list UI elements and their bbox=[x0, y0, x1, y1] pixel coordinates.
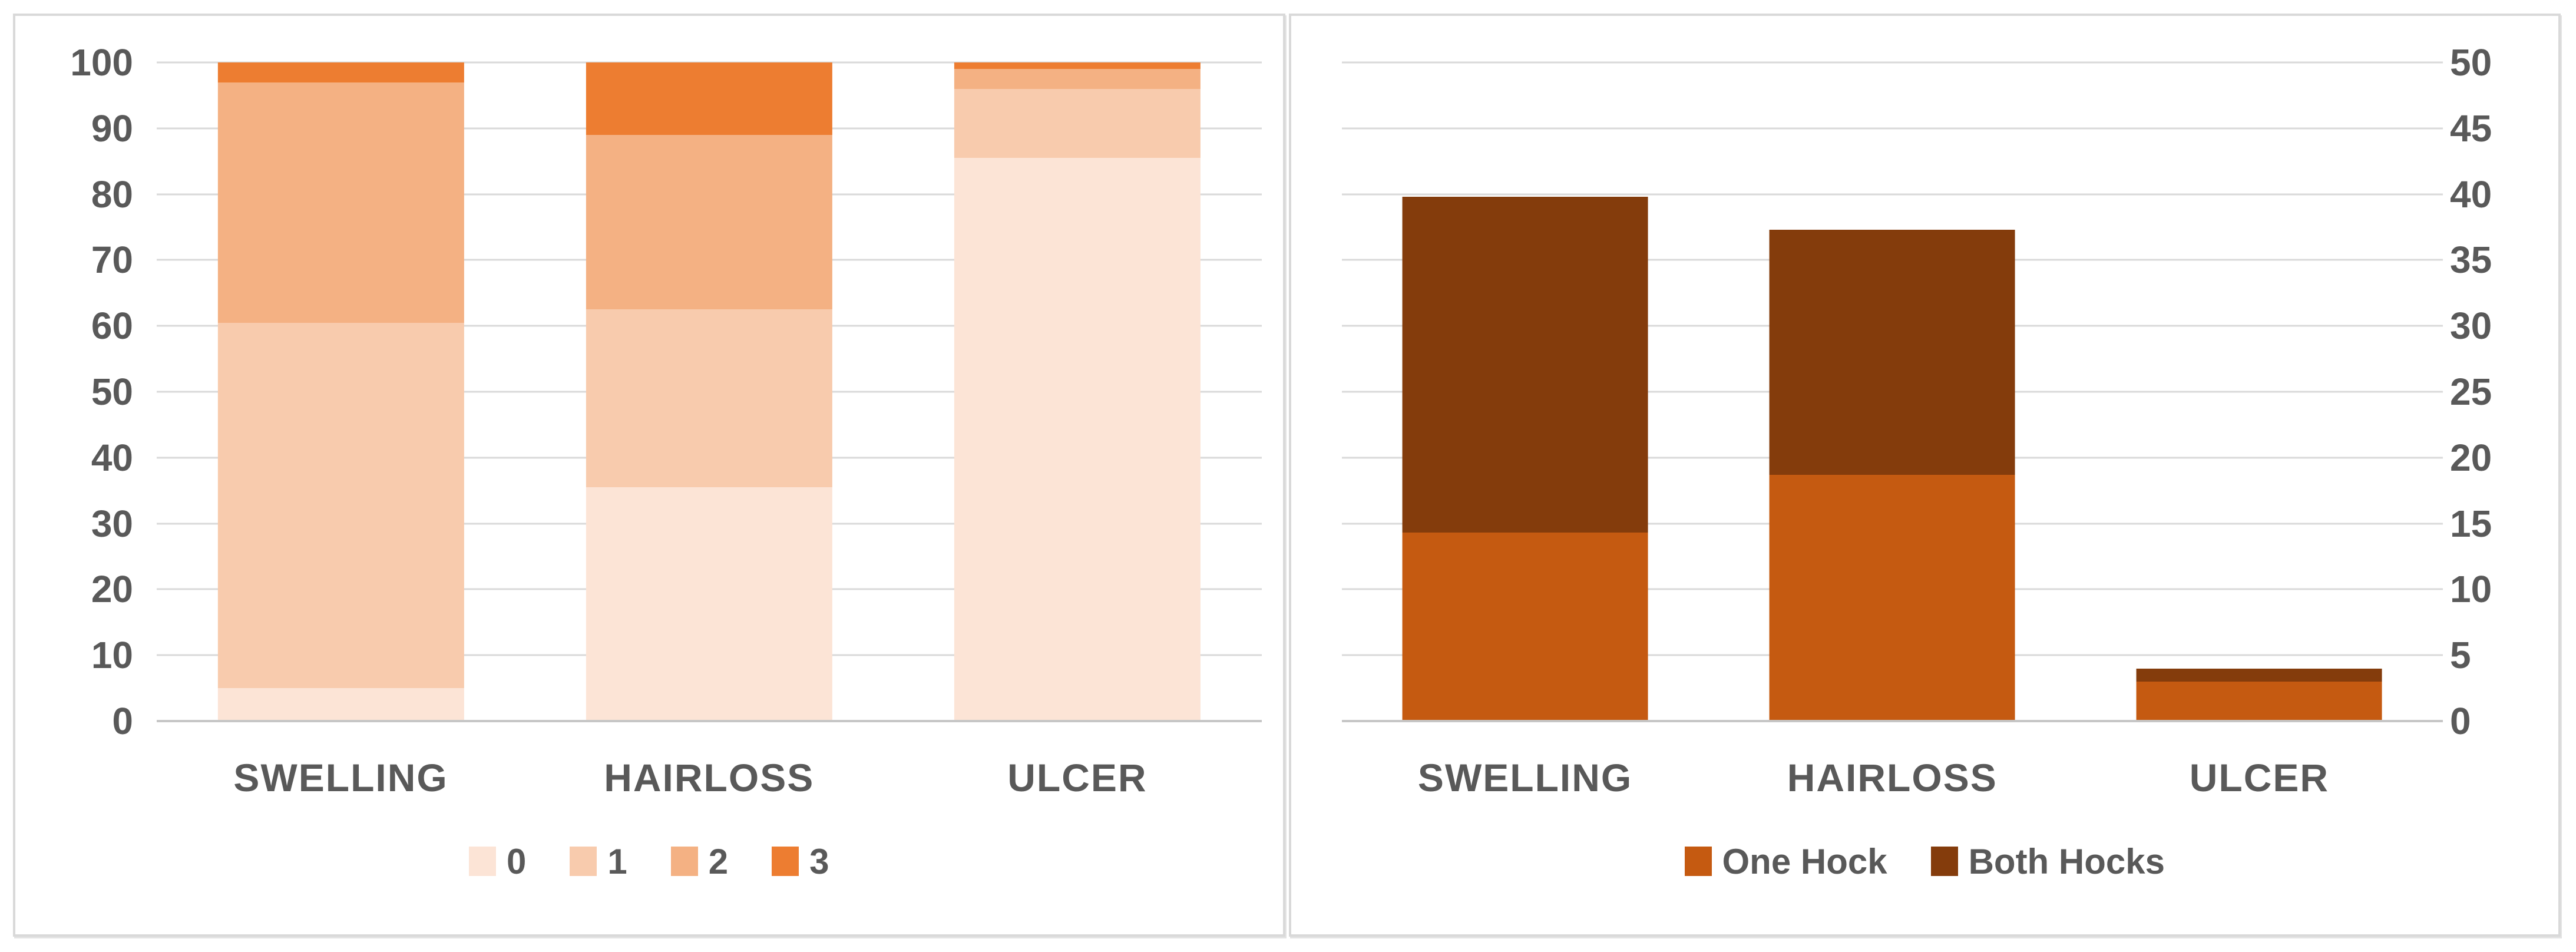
bar-segment-hairloss-1 bbox=[586, 309, 832, 488]
severity-score-stacked-bar-chart-panel: 0 10 20 30 40 50 60 70 80 90 100 SWELLING HAIRLOSS U… bbox=[13, 14, 1285, 937]
stacked-bar-hairloss bbox=[586, 62, 832, 721]
stacked-bar-hairloss bbox=[1769, 62, 2015, 721]
bar-segment-ulcer-one-hock bbox=[2136, 681, 2382, 721]
y-axis-tick-label: 10 bbox=[91, 634, 133, 677]
bar-segment-ulcer-3 bbox=[954, 62, 1201, 70]
bar-segment-hairloss-3 bbox=[586, 62, 832, 135]
bar-segment-swelling-both-hocks bbox=[1402, 197, 1648, 533]
bar-segment-swelling-1 bbox=[217, 322, 464, 689]
y-axis-tick-label: 40 bbox=[91, 436, 133, 479]
y-axis-tick-label: 70 bbox=[91, 239, 133, 282]
hock-lesion-charts-figure: 0 10 20 30 40 50 60 70 80 90 100 SWELLING HAIRLOSS U… bbox=[13, 14, 2561, 937]
y-axis-tick-label: 10 bbox=[2450, 568, 2492, 611]
legend-label-1: 1 bbox=[607, 841, 627, 881]
gridline bbox=[1341, 193, 2443, 196]
bar-segment-ulcer-0 bbox=[954, 158, 1201, 721]
bar-segment-swelling-0 bbox=[217, 688, 464, 721]
hocks-affected-stacked-bar-chart-panel: 0 5 10 15 20 25 30 35 40 45 50 SWELLING HAIRLOSS ULC… bbox=[1288, 14, 2561, 937]
y-axis-tick-label: 80 bbox=[91, 173, 133, 216]
x-axis-category-label-ulcer: ULCER bbox=[1007, 756, 1148, 799]
bar-segment-ulcer-1 bbox=[954, 88, 1201, 158]
bar-segment-swelling-one-hock bbox=[1402, 533, 1648, 721]
y-axis-tick-label: 0 bbox=[2450, 700, 2471, 742]
y-axis-tick-label: 20 bbox=[2450, 436, 2492, 479]
bar-segment-hairloss-2 bbox=[586, 134, 832, 310]
y-axis-tick-label: 100 bbox=[70, 41, 133, 84]
bar-segment-hairloss-0 bbox=[586, 487, 832, 721]
bar-segment-ulcer-2 bbox=[954, 69, 1201, 89]
legend-item-one-hock: One Hock bbox=[1684, 841, 1887, 882]
bar-segment-hairloss-both-hocks bbox=[1769, 229, 2015, 475]
y-axis-tick-label: 60 bbox=[91, 305, 133, 348]
severity-legend: 0 1 2 3 bbox=[15, 835, 1283, 888]
legend-swatch-0 bbox=[469, 847, 496, 876]
bar-segment-swelling-3 bbox=[217, 62, 464, 82]
y-axis-tick-label: 35 bbox=[2450, 239, 2492, 282]
x-axis-category-label-ulcer: ULCER bbox=[2189, 756, 2330, 799]
y-axis-right: 0 5 10 15 20 25 30 35 40 45 50 bbox=[2450, 44, 2544, 740]
gridline bbox=[157, 61, 1262, 64]
y-axis-tick-label: 30 bbox=[2450, 305, 2492, 348]
legend-item-both-hocks: Both Hocks bbox=[1930, 841, 2165, 882]
stacked-bar-swelling bbox=[1402, 62, 1648, 721]
legend-swatch-1 bbox=[570, 847, 597, 876]
legend-label-2: 2 bbox=[708, 841, 729, 881]
y-axis-tick-label: 20 bbox=[91, 568, 133, 611]
x-axis-category-row: SWELLING HAIRLOSS ULCER bbox=[1342, 743, 2443, 799]
gridline bbox=[1341, 61, 2443, 64]
y-axis-left: 0 10 20 30 40 50 60 70 80 90 100 bbox=[15, 44, 133, 740]
bar-segment-hairloss-one-hock bbox=[1769, 474, 2015, 721]
legend-swatch-3 bbox=[772, 847, 799, 876]
bar-segment-ulcer-both-hocks bbox=[2136, 668, 2382, 682]
legend-swatch-one-hock bbox=[1684, 847, 1712, 876]
x-axis-category-label-swelling: SWELLING bbox=[1417, 756, 1633, 799]
legend-label-0: 0 bbox=[507, 841, 527, 881]
legend-item-3: 3 bbox=[772, 841, 829, 882]
legend-item-2: 2 bbox=[670, 841, 729, 882]
x-axis-category-label-hairloss: HAIRLOSS bbox=[604, 756, 815, 799]
legend-label-one-hock: One Hock bbox=[1722, 841, 1887, 881]
y-axis-tick-label: 90 bbox=[91, 107, 133, 150]
legend-label-3: 3 bbox=[809, 841, 829, 881]
plot-area bbox=[1341, 61, 2443, 722]
hocks-legend: One Hock Both Hocks bbox=[1291, 835, 2559, 888]
y-axis-tick-label: 45 bbox=[2450, 107, 2492, 150]
stacked-bar-swelling bbox=[217, 62, 464, 721]
y-axis-tick-label: 15 bbox=[2450, 502, 2492, 545]
x-axis-category-label-swelling: SWELLING bbox=[233, 756, 448, 799]
y-axis-tick-label: 50 bbox=[91, 371, 133, 413]
plot-area bbox=[157, 61, 1262, 722]
legend-item-1: 1 bbox=[570, 841, 627, 882]
legend-swatch-2 bbox=[670, 847, 698, 876]
bar-segment-swelling-2 bbox=[217, 82, 464, 323]
y-axis-tick-label: 0 bbox=[112, 700, 133, 742]
x-axis-category-label-hairloss: HAIRLOSS bbox=[1787, 756, 1998, 799]
y-axis-tick-label: 5 bbox=[2450, 634, 2471, 677]
y-axis-tick-label: 30 bbox=[91, 502, 133, 545]
y-axis-tick-label: 25 bbox=[2450, 371, 2492, 413]
legend-swatch-both-hocks bbox=[1930, 847, 1958, 876]
y-axis-tick-label: 50 bbox=[2450, 41, 2492, 84]
legend-label-both-hocks: Both Hocks bbox=[1968, 841, 2165, 881]
legend-item-0: 0 bbox=[469, 841, 526, 882]
y-axis-tick-label: 40 bbox=[2450, 173, 2492, 216]
x-axis-category-row: SWELLING HAIRLOSS ULCER bbox=[157, 743, 1262, 799]
gridline bbox=[1341, 127, 2443, 130]
stacked-bar-ulcer bbox=[2136, 62, 2382, 721]
stacked-bar-ulcer bbox=[954, 62, 1201, 721]
